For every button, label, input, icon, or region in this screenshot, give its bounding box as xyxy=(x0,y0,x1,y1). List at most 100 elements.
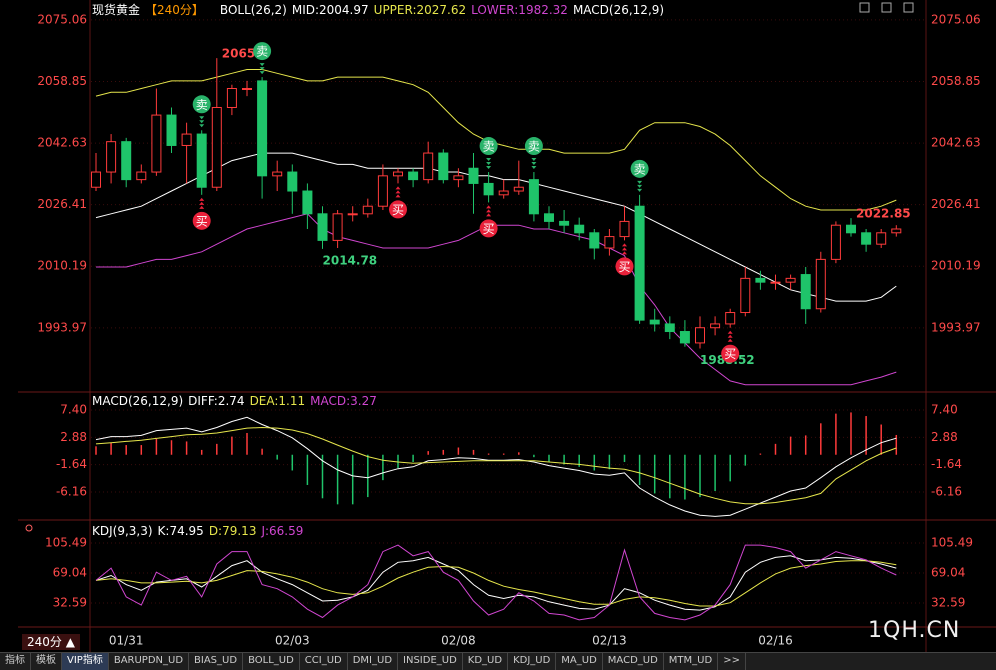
legend-entry: BOLL(26,2) xyxy=(220,3,287,17)
buy-arrow xyxy=(727,330,733,334)
x-tick-label: 02/08 xyxy=(441,634,476,648)
indicator-tab[interactable]: 模板 xyxy=(31,653,62,670)
sell-signal-label: 卖 xyxy=(483,140,495,154)
candle-body xyxy=(468,167,479,184)
indicator-tab[interactable]: VIP指标 xyxy=(62,653,109,670)
sell-arrow xyxy=(637,184,643,188)
indicator-tab[interactable]: BOLL_UD xyxy=(243,653,300,670)
window-icon[interactable] xyxy=(881,2,892,13)
low-label: 2014.78 xyxy=(323,253,378,267)
y-tick-label-right: -1.64 xyxy=(931,457,962,471)
x-tick-label: 01/31 xyxy=(109,634,144,648)
candle-body xyxy=(619,220,630,238)
legend-entry: D:79.13 xyxy=(209,524,257,538)
y-tick-label: 7.40 xyxy=(60,403,87,417)
candle-body xyxy=(166,114,177,146)
sell-arrow xyxy=(531,158,537,162)
sell-arrow xyxy=(199,120,205,124)
buy-arrow xyxy=(395,194,401,198)
high-label: 2065 xyxy=(222,47,255,61)
legend-entry: K:74.95 xyxy=(158,524,204,538)
buy-arrow xyxy=(199,205,205,209)
candle-body xyxy=(393,171,403,177)
indicator-tab[interactable]: >> xyxy=(718,653,746,670)
indicator-tab[interactable]: KDJ_UD xyxy=(508,653,557,670)
candle-body xyxy=(287,171,298,192)
y-tick-label-right: 2.88 xyxy=(931,430,958,444)
x-tick-label: 02/16 xyxy=(758,634,793,648)
sell-arrow xyxy=(259,67,265,71)
candle-body xyxy=(664,323,675,333)
candle-body xyxy=(196,133,207,188)
candle-body xyxy=(272,171,283,177)
candle-body xyxy=(740,277,751,314)
candle-body xyxy=(695,327,705,344)
sell-signal xyxy=(479,137,498,156)
period-button[interactable]: 240分 ▲ xyxy=(22,634,80,650)
chart: 2075.06 2075.06 2058.85 2058.85 2042.63 2042.… xyxy=(0,0,996,652)
buy-arrow xyxy=(486,209,492,213)
indicator-line xyxy=(95,544,897,621)
y-tick-label-right: -6.16 xyxy=(931,484,962,498)
y-tick-label: 2042.63 xyxy=(37,136,87,150)
sell-arrow xyxy=(259,71,265,75)
high-label: 2022.85 xyxy=(856,207,911,221)
indicator-line xyxy=(95,152,897,302)
legend-entry: DIFF:2.74 xyxy=(188,394,244,408)
candle-body xyxy=(755,277,766,283)
candle-body xyxy=(861,232,872,245)
background xyxy=(0,0,996,652)
candle-body xyxy=(800,274,811,310)
y-tick-label: 2075.06 xyxy=(37,12,87,26)
sell-arrow xyxy=(531,166,537,170)
legend-entry: LOWER:1982.32 xyxy=(471,3,568,17)
indicator-tab[interactable]: MTM_UD xyxy=(664,653,719,670)
window-icon[interactable] xyxy=(859,2,870,13)
legend: 现货黄金 【240分】 BOLL(26,2) MID:2004.97 UPPER:202… xyxy=(92,2,664,17)
legend-entry: MACD(26,12,9) xyxy=(92,394,183,408)
y-tick-label: 32.59 xyxy=(53,596,87,610)
candle-body xyxy=(679,331,690,344)
indicator-tab[interactable]: BARUPDN_UD xyxy=(109,653,190,670)
indicator-tab[interactable]: KD_UD xyxy=(463,653,509,670)
y-tick-label: 69.04 xyxy=(53,566,87,580)
y-tick-label-right: 69.04 xyxy=(931,566,965,580)
x-tick-label: 02/03 xyxy=(275,634,310,648)
indicator-tab[interactable]: CCI_UD xyxy=(300,653,348,670)
x-tick-label: 02/13 xyxy=(592,634,627,648)
sell-arrow xyxy=(531,162,537,166)
candle-body xyxy=(483,182,494,196)
candle-body xyxy=(438,152,449,181)
buy-arrow xyxy=(622,251,627,255)
buy-signal xyxy=(192,211,211,230)
indicator-tab[interactable]: MA_UD xyxy=(556,653,603,670)
candle-body xyxy=(317,213,328,241)
indicator-tab[interactable]: MACD_UD xyxy=(603,653,664,670)
buy-signal xyxy=(389,200,407,219)
candle-body xyxy=(211,106,222,188)
sell-arrow xyxy=(259,63,265,67)
y-tick-label: 1993.97 xyxy=(37,320,87,334)
indicator-tab[interactable]: 指标 xyxy=(0,653,31,670)
sell-arrow xyxy=(486,162,492,166)
candle-body xyxy=(604,236,615,249)
buy-signal-label: 买 xyxy=(618,260,630,274)
legend-entry: J:66.59 xyxy=(260,524,303,538)
legend-entry: KDJ(9,3,3) xyxy=(92,524,153,538)
candle-body xyxy=(362,205,373,215)
candle-body xyxy=(876,232,887,245)
indicator-tab[interactable]: DMI_UD xyxy=(348,653,399,670)
candle-body xyxy=(498,190,509,196)
indicator-tab[interactable]: BIAS_UD xyxy=(189,653,244,670)
buy-signal-label: 买 xyxy=(392,203,404,217)
window-icon[interactable] xyxy=(903,2,914,13)
y-tick-label-right: 2026.41 xyxy=(931,197,981,211)
buy-signal-label: 买 xyxy=(724,347,736,361)
candle-body xyxy=(347,213,358,216)
indicator-tab[interactable]: INSIDE_UD xyxy=(398,653,463,670)
y-tick-label-right: 1993.97 xyxy=(931,320,981,334)
candle-body xyxy=(302,190,313,215)
candle-body xyxy=(136,171,147,181)
buy-signal-label: 买 xyxy=(196,214,208,228)
